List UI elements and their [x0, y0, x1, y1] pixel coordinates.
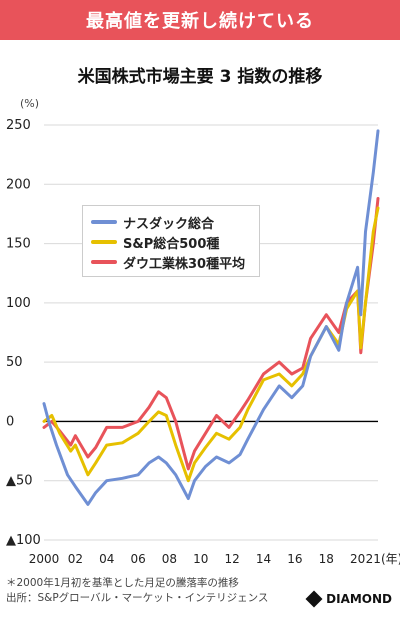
y-tick-label: 50	[6, 355, 23, 370]
brand-name: DIAMOND	[326, 592, 392, 606]
diamond-icon	[305, 590, 323, 608]
legend-label-dow: ダウ工業株30種平均	[123, 256, 246, 272]
label-layer: 250 200 150 100 50 0 ▲50 ▲100 (%) 2000 02 04 06 08 10 1…	[6, 97, 400, 566]
brand-logo: DIAMOND	[305, 590, 392, 608]
x-tick-label: 16	[287, 552, 302, 566]
y-tick-label: 200	[6, 177, 31, 192]
x-tick-label: 18	[319, 552, 334, 566]
series-line-2	[42, 129, 380, 506]
y-tick-label: ▲100	[6, 533, 41, 548]
x-tick-label: 20	[350, 552, 365, 566]
legend-swatch-dow	[91, 260, 117, 264]
legend-swatch-nasdaq	[91, 220, 117, 224]
headline-text: 最高値を更新し続けている	[86, 11, 314, 32]
legend-item-dow: ダウ工業株30種平均	[91, 252, 251, 272]
y-tick-label: 0	[6, 414, 14, 429]
x-tick-label: 04	[99, 552, 114, 566]
chart-legend: ナスダック総合 S&P総合500種 ダウ工業株30種平均	[82, 205, 260, 277]
footnote-basis: ＊2000年1月初を基準とした月足の騰落率の推移	[6, 577, 239, 589]
legend-label-sp500: S&P総合500種	[123, 236, 220, 252]
x-axis-unit: (年)	[381, 552, 400, 566]
x-tick-label: 2000	[29, 552, 60, 566]
legend-item-sp500: S&P総合500種	[91, 232, 251, 252]
footnote: ＊2000年1月初を基準とした月足の騰落率の推移 出所：S&Pグローバル・マーケ…	[6, 576, 268, 606]
y-tick-label: 150	[6, 237, 31, 252]
x-tick-label: 10	[193, 552, 208, 566]
y-tick-label: 250	[6, 118, 31, 133]
x-tick-label: 21	[366, 552, 381, 566]
y-tick-label: 100	[6, 296, 31, 311]
footnote-source: 出所：S&Pグローバル・マーケット・インテリジェンス	[6, 592, 269, 604]
legend-swatch-sp500	[91, 240, 117, 244]
x-tick-label: 02	[68, 552, 83, 566]
x-tick-label: 06	[130, 552, 145, 566]
headline-banner: 最高値を更新し続けている	[0, 0, 400, 40]
chart-title: 米国株式市場主要 3 指数の推移	[77, 67, 323, 87]
x-tick-label: 14	[256, 552, 271, 566]
x-tick-label: 12	[225, 552, 240, 566]
x-tick-label: 08	[162, 552, 177, 566]
y-axis-unit: (%)	[20, 97, 39, 110]
y-tick-label: ▲50	[6, 474, 33, 489]
legend-label-nasdaq: ナスダック総合	[123, 216, 215, 232]
legend-item-nasdaq: ナスダック総合	[91, 212, 251, 232]
series-layer	[42, 129, 380, 506]
line-chart: 250 200 150 100 50 0 ▲50 ▲100 (%) 2000 02 04 06 08 10 1…	[6, 97, 400, 566]
